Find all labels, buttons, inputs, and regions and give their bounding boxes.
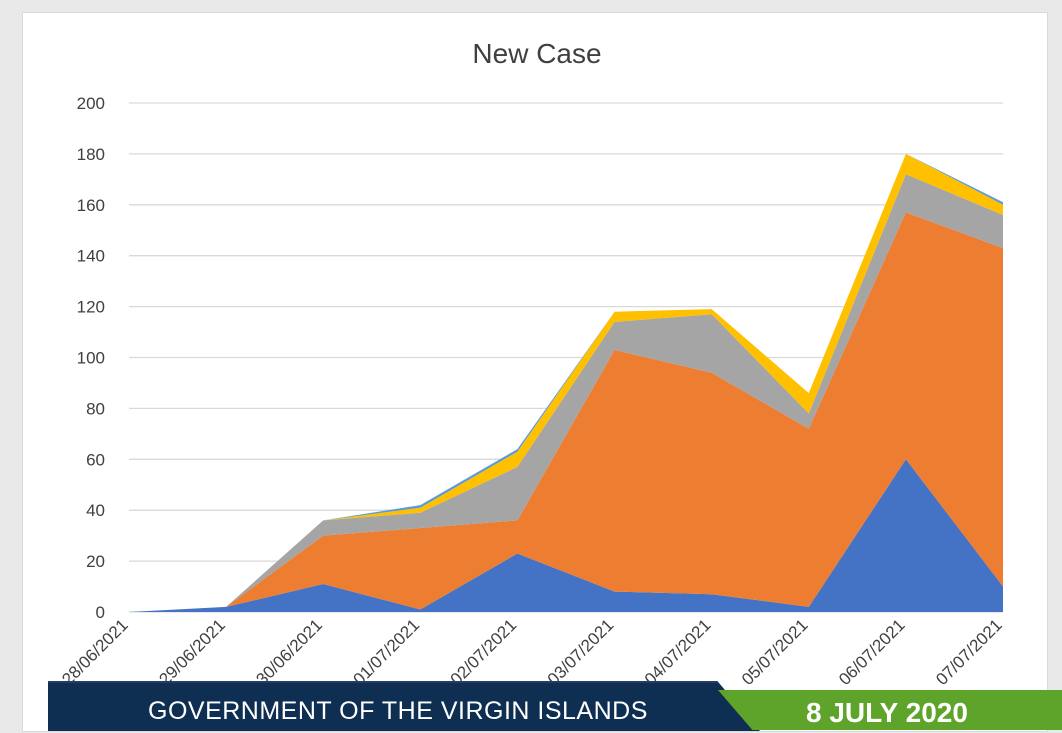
x-tick-label: 05/07/2021 (738, 615, 812, 689)
area-layer (129, 153, 1003, 613)
y-tick-label: 180 (77, 145, 105, 164)
x-tick-label: 04/07/2021 (641, 615, 715, 689)
area-series-4 (129, 153, 1003, 612)
x-tick-label: 01/07/2021 (350, 615, 424, 689)
date-banner-text: 8 JULY 2020 (806, 697, 968, 728)
y-axis-ticks: 0 20 40 60 80 100 120 140 160 180 200 (77, 94, 105, 622)
area-series-1 (129, 459, 1003, 612)
government-banner: GOVERNMENT OF THE VIRGIN ISLANDS (48, 681, 760, 731)
date-banner: 8 JULY 2020 (718, 690, 1062, 730)
area-series-2 (129, 212, 1003, 612)
x-tick-label: 29/06/2021 (155, 615, 229, 689)
x-tick-label: 06/07/2021 (835, 615, 909, 689)
y-tick-label: 80 (86, 399, 105, 418)
x-axis-ticks: 28/06/2021 29/06/2021 30/06/2021 01/07/2021… (58, 615, 1006, 689)
y-tick-label: 200 (77, 94, 105, 113)
x-tick-label: 03/07/2021 (544, 615, 618, 689)
x-tick-label: 07/07/2021 (932, 615, 1006, 689)
x-tick-label: 28/06/2021 (58, 615, 132, 689)
y-tick-label: 160 (77, 196, 105, 215)
chart-title: New Case (472, 38, 601, 69)
x-tick-label: 30/06/2021 (252, 615, 326, 689)
chart-svg: New Case 0 20 40 60 80 100 120 140 160 180 200 28/… (58, 38, 1006, 689)
y-tick-label: 20 (86, 552, 105, 571)
y-tick-label: 0 (96, 603, 105, 622)
chart-card: New Case 0 20 40 60 80 100 120 140 160 180 200 28/… (22, 12, 1048, 732)
x-tick-label: 02/07/2021 (447, 615, 521, 689)
y-tick-label: 100 (77, 349, 105, 368)
y-tick-label: 60 (86, 450, 105, 469)
y-tick-label: 140 (77, 247, 105, 266)
y-tick-label: 40 (86, 501, 105, 520)
government-banner-text: GOVERNMENT OF THE VIRGIN ISLANDS (148, 697, 648, 725)
y-tick-label: 120 (77, 298, 105, 317)
